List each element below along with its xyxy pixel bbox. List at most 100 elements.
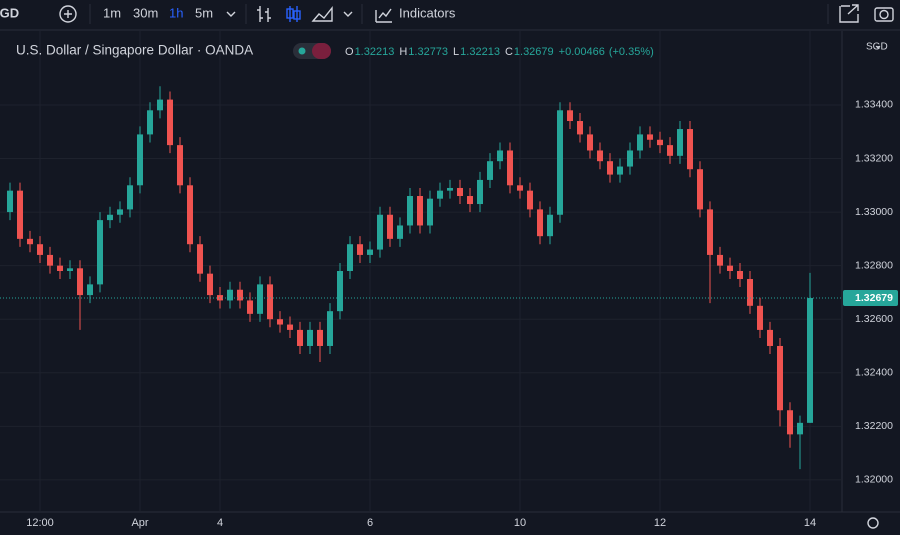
symbol[interactable]: SGD [0,5,19,20]
interval[interactable]: 30m [133,5,158,20]
candle-body [207,273,213,296]
add-symbol-icon[interactable] [59,5,77,23]
candle-body [27,238,33,245]
candle-body [347,244,353,271]
candle-body [307,329,313,346]
currency-dropdown[interactable] [875,45,881,49]
candle-body [577,121,583,135]
area-style-icon[interactable] [311,6,333,22]
y-tick-label: 1.33000 [855,206,893,218]
candle-body [427,198,433,226]
candle-body [727,265,733,271]
candle-body [717,254,723,266]
candle-body [477,179,483,205]
candle-body [117,209,123,215]
candle-body [257,284,263,314]
y-tick-label: 1.32600 [855,313,893,325]
x-tick-label: Apr [131,517,148,529]
legend-value: 1.32213 [355,46,395,58]
interval[interactable]: 5m [195,5,213,20]
style-dropdown[interactable] [343,11,353,17]
candle-body [277,319,283,325]
interval-dropdown[interactable] [226,11,236,17]
candle-body [647,134,653,140]
candle-body [677,129,683,156]
candle-body [367,249,373,255]
candle-body [637,134,643,151]
settings-icon[interactable] [867,517,879,529]
candle-body [77,268,83,296]
current-price-label: 1.32679 [855,292,893,304]
candle-body [447,187,453,191]
candle-body [507,150,513,186]
indicators-icon[interactable] [375,8,392,23]
interval[interactable]: 1m [103,5,121,20]
candle-body [617,166,623,175]
legend-key: O [345,46,354,58]
y-tick-label: 1.32400 [855,367,893,379]
fullscreen-icon[interactable] [839,4,859,23]
bar-style-icon[interactable] [257,6,271,22]
candles [7,86,813,470]
x-tick-label: 14 [804,517,816,529]
grid [0,31,842,512]
candle-body [417,196,423,226]
y-tick-label: 1.32000 [855,474,893,486]
candle-body [797,422,803,435]
candle-body [567,110,573,122]
candle-body [407,196,413,226]
x-tick-label: 12 [654,517,666,529]
candle-body [667,145,673,156]
candle-body [187,185,193,245]
candle-body [517,185,523,191]
market-status-dot [298,47,306,55]
indicators-button[interactable]: Indicators [399,5,456,20]
candle-body [657,139,663,146]
legend-key: C [505,46,513,58]
candle-body [607,161,613,175]
candle-body [627,150,633,167]
y-tick-label: 1.32800 [855,259,893,271]
snapshot-icon[interactable] [874,7,894,22]
candle-body [537,209,543,237]
y-tick-label: 1.33200 [855,152,893,164]
candle-body [327,311,333,346]
candle-body [687,129,693,170]
legend-value: 1.32773 [408,46,448,58]
candle-body-icon [293,10,301,20]
chart-title: U.S. Dollar / Singapore Dollar · OANDA [16,43,253,58]
candle-body [377,214,383,250]
candle-body [167,99,173,146]
legend-change-pct: (+0.35%) [609,46,654,58]
candle-body [87,284,93,296]
snapshot-lens [879,9,889,20]
candle-body [527,190,533,210]
x-tick-label: 10 [514,517,526,529]
candle-body [267,284,273,320]
candle-body [17,190,23,239]
candle-body [227,289,233,301]
legend-change: +0.00466 [559,46,605,58]
candle-body [337,270,343,312]
candle-body [127,185,133,210]
candle-body [457,187,463,197]
y-tick-label: 1.32200 [855,420,893,432]
candle-body [47,254,53,266]
interval-active[interactable]: 1h [169,5,183,20]
candle-body [747,279,753,306]
candle-body [157,99,163,111]
candle-body [317,329,323,346]
candle-body [437,190,443,199]
candle-body [147,110,153,135]
current-price-tag [843,290,898,307]
candle-body [547,214,553,237]
candle-body [237,289,243,301]
y-tick-label: 1.33400 [855,99,893,111]
x-tick-label: 6 [367,517,373,529]
candle-body [137,134,143,186]
candle-body [587,134,593,151]
candle-body [777,345,783,411]
overlay: U.S. Dollar / Singapore Dollar · OANDA S… [0,42,898,529]
